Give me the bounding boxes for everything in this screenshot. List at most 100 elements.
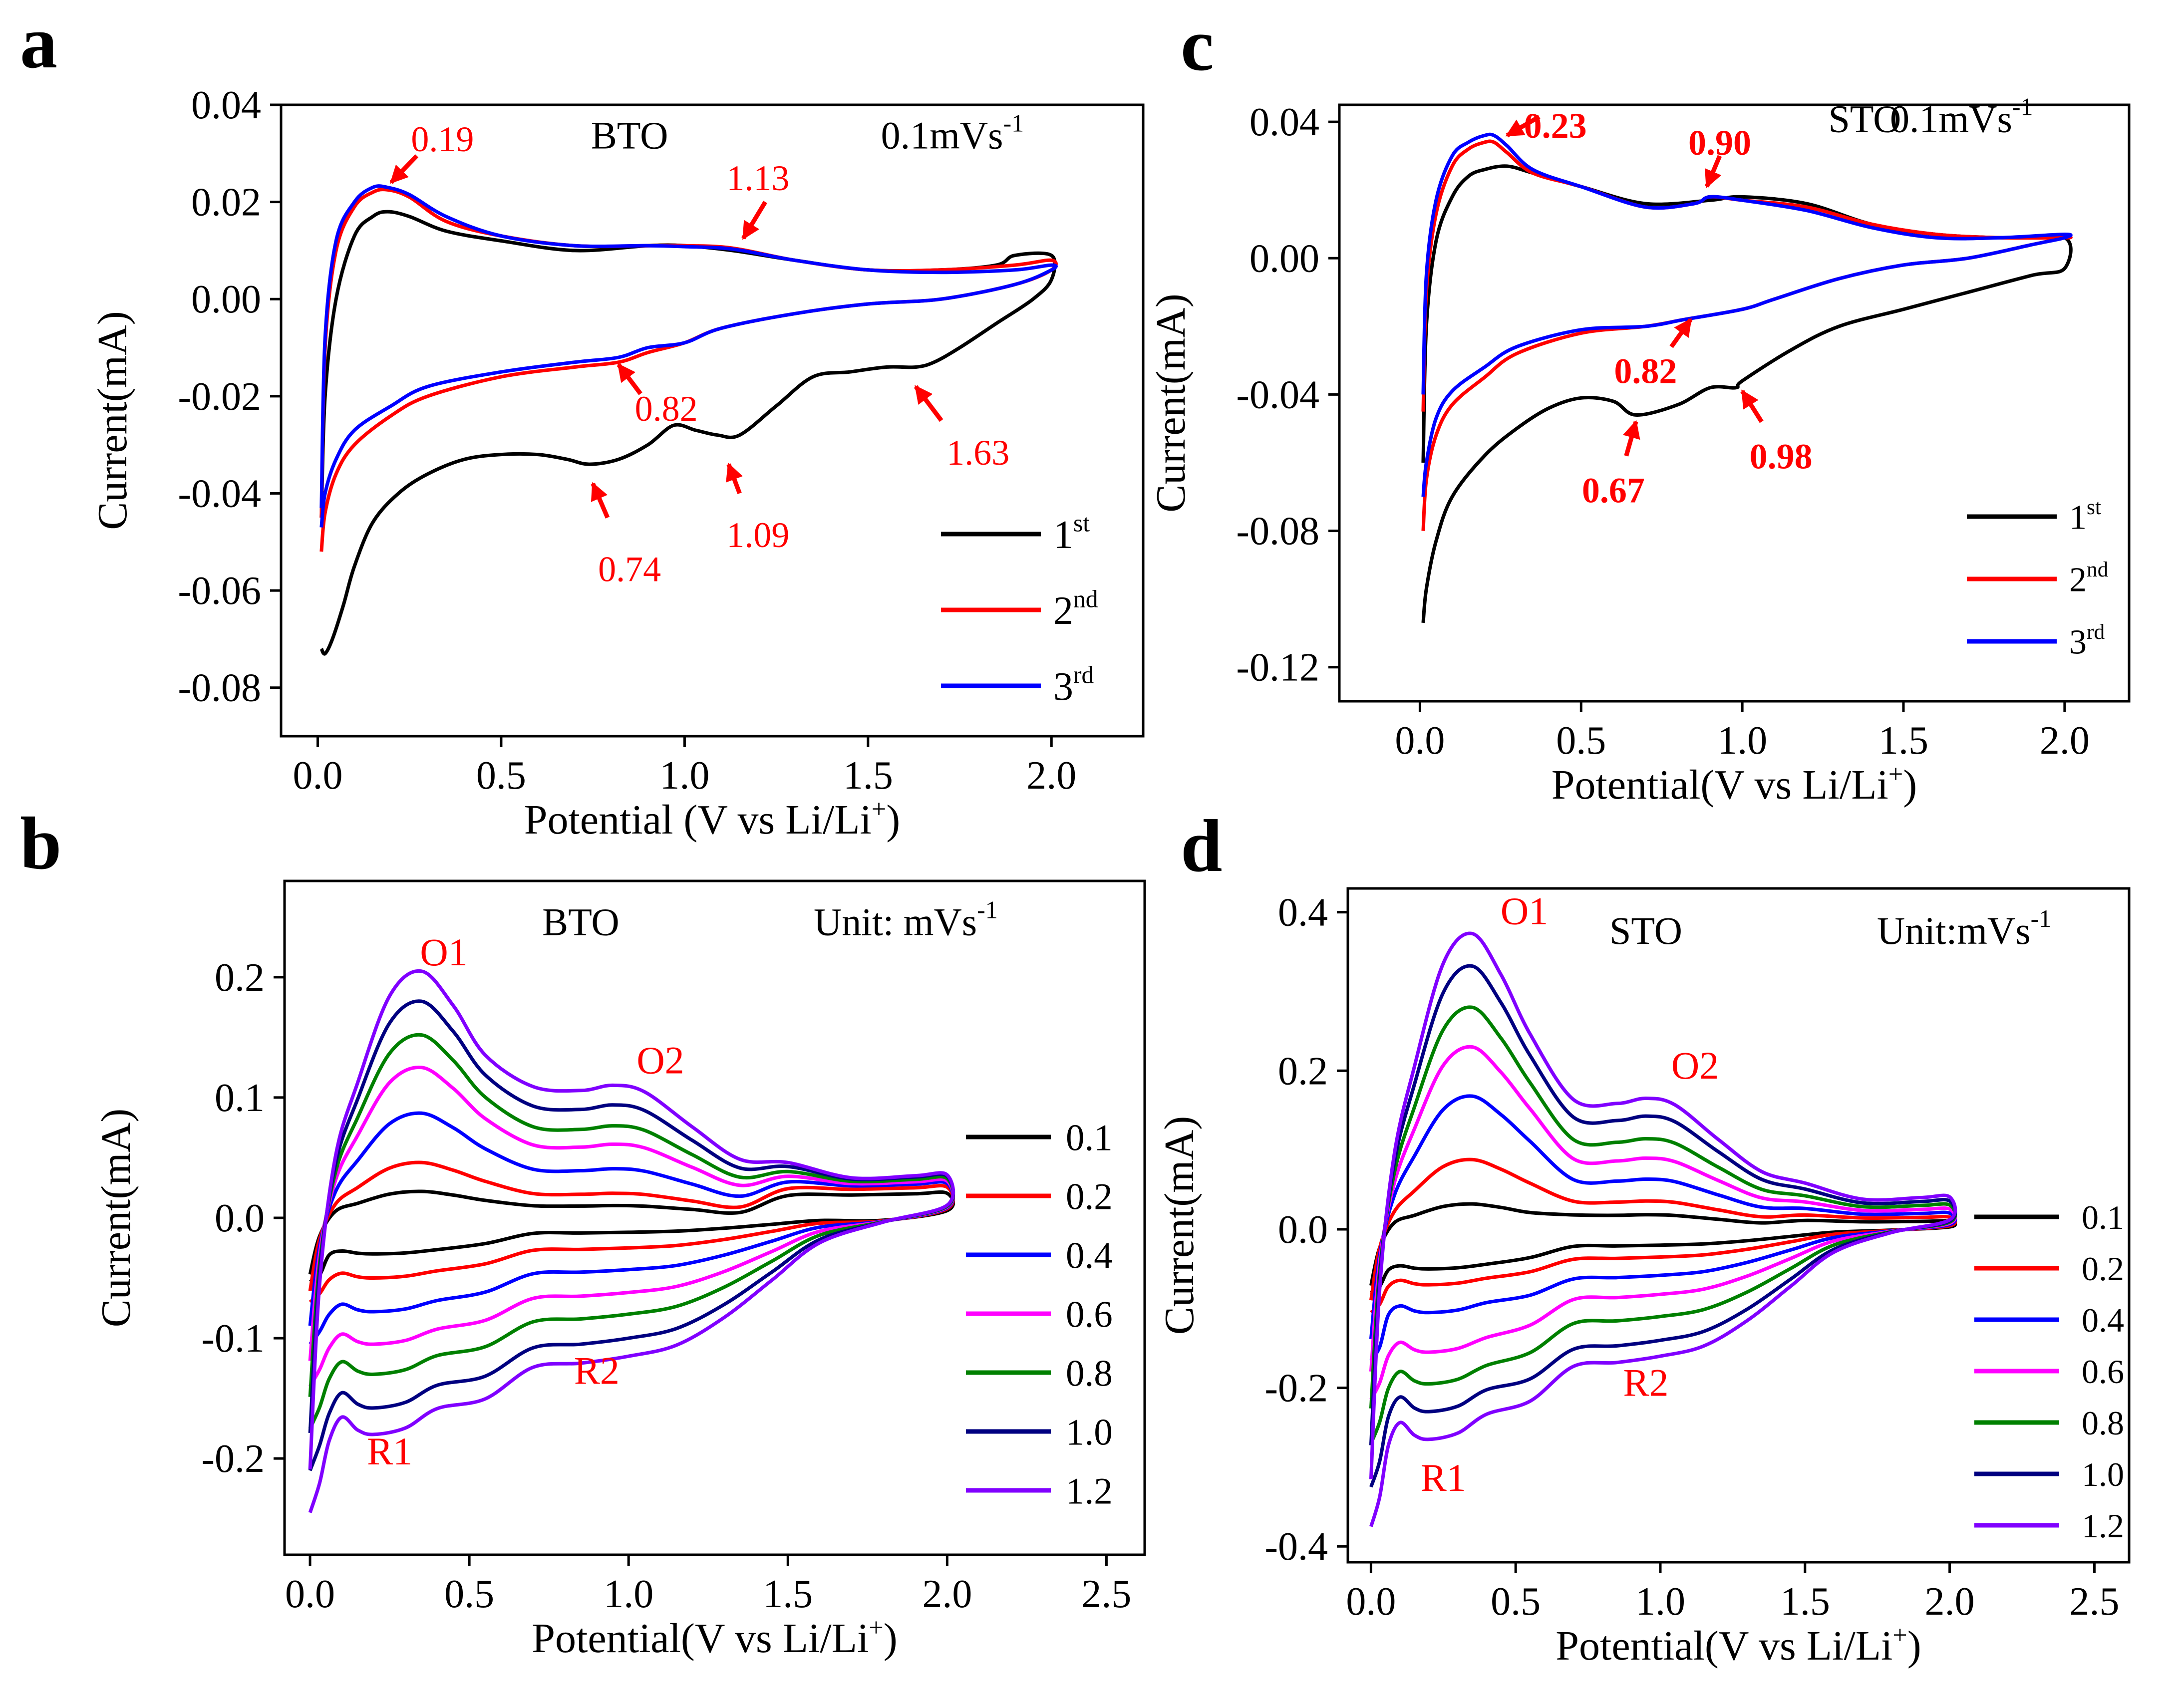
series-group [1421, 132, 2073, 623]
panel-letter: a [20, 1, 57, 84]
x-tick-label: 1.0 [1635, 1580, 1685, 1624]
x-tick-label: 0.0 [293, 754, 342, 798]
annotation-arrow [1505, 115, 1541, 138]
series-line-0.8 [308, 1033, 955, 1429]
panel-c-cv-sto-first-cycles: c 0.0 0.5 1.0 1.5 2.0 0.04 0.00 -0.04 -0.08 -0.12 P… [1148, 3, 2131, 808]
x-tick-label: 2.0 [2040, 719, 2090, 763]
chart-text-label: O2 [1671, 1044, 1719, 1087]
x-tick-label: 1.0 [1717, 719, 1767, 763]
legend-label: 0.4 [2082, 1301, 2124, 1339]
series-line-1.2 [308, 969, 955, 1513]
y-tick-label: 0.0 [1278, 1208, 1328, 1252]
y-tick-label: -0.1 [201, 1317, 265, 1361]
y-tick-label: 0.04 [1249, 100, 1319, 144]
x-tick-label: 2.0 [922, 1572, 972, 1616]
annotation-arrow [591, 482, 610, 519]
legend: 0.1 0.2 0.4 0.6 0.8 1.0 1.2 [966, 1117, 1113, 1512]
chart-text-label: R1 [1421, 1456, 1466, 1499]
series-line-1st [319, 210, 1057, 656]
y-tick-label: -0.04 [1236, 373, 1319, 417]
y-tick-label: -0.12 [1236, 646, 1319, 690]
series-line-0.8 [1369, 1005, 1957, 1444]
legend-label: 0.8 [1066, 1353, 1113, 1394]
chart-text-label: 0.1mVs-1 [881, 109, 1024, 157]
annotation-arrow [741, 201, 767, 240]
plot-frame [283, 879, 1146, 1556]
annotation-arrow [1704, 155, 1722, 189]
series-group [308, 969, 955, 1513]
annotation-label: 1.09 [726, 515, 789, 555]
x-tick-label: 1.5 [843, 754, 893, 798]
annotation-label: 0.82 [635, 389, 698, 429]
y-tick-label: -0.2 [201, 1437, 265, 1481]
series-line-0.6 [1369, 1045, 1957, 1401]
y-tick-label: -0.06 [178, 569, 261, 613]
annotation-arrow [726, 462, 743, 495]
chart-text-label: O1 [1501, 889, 1548, 932]
series-line-3rd [1421, 132, 2073, 497]
chart-text-label: Unit:mVs-1 [1877, 904, 2051, 952]
y-tick-label: 0.4 [1278, 891, 1328, 935]
legend-label: 0.1 [1066, 1117, 1113, 1158]
annotation-arrow [1622, 420, 1640, 457]
x-tick-label: 2.5 [1081, 1572, 1131, 1616]
x-tick-label: 1.5 [1780, 1580, 1830, 1624]
plot-frame [280, 103, 1145, 738]
annotation-label: 0.67 [1582, 471, 1645, 511]
plot-frame [1346, 887, 2131, 1564]
annotation-arrow [1669, 318, 1693, 348]
legend: 0.1 0.2 0.4 0.6 0.8 1.0 1.2 [1974, 1198, 2124, 1545]
annotation-arrow [914, 385, 943, 422]
annotation-label: 0.74 [598, 549, 661, 589]
y-tick-label: 0.04 [191, 83, 261, 127]
legend-label: 2nd [2069, 558, 2109, 599]
y-tick-label: -0.04 [178, 472, 261, 516]
series-line-0.4 [1369, 1094, 1957, 1362]
legend-label: 1.0 [1066, 1412, 1113, 1453]
annotation-label: 0.23 [1524, 106, 1587, 146]
series-line-1.2 [1369, 931, 1957, 1527]
x-tick-label: 0.0 [1395, 719, 1445, 763]
legend-label: 0.6 [1066, 1294, 1113, 1335]
y-tick-label: 0.1 [215, 1076, 265, 1120]
series-group [1369, 931, 1957, 1527]
legend-label: 1st [1053, 509, 1090, 557]
series-line-1st [1421, 164, 2073, 623]
y-tick-label: 0.02 [191, 181, 261, 225]
y-axis-label: Current(mA) [1148, 293, 1194, 513]
annotation-label: 1.63 [946, 433, 1009, 473]
annotation-label: 0.98 [1750, 436, 1813, 476]
y-tick-label: 0.00 [191, 278, 261, 321]
legend-label: 0.2 [2082, 1250, 2124, 1288]
x-tick-label: 2.5 [2069, 1580, 2119, 1624]
x-axis-label: Potential (V vs Li/Li+) [524, 795, 900, 843]
panel-b-cv-bto-scan-rates: b 0.0 0.5 1.0 1.5 2.0 2.5 0.2 0.1 0.0 -0.1 -0.2 Pote… [20, 802, 1146, 1662]
y-tick-label: -0.4 [1264, 1525, 1328, 1569]
legend-label: 1.2 [1066, 1470, 1113, 1512]
panel-letter: c [1181, 3, 1214, 86]
chart-text-label: STO [1609, 909, 1682, 952]
y-axis-label: Current(mA) [1156, 1116, 1203, 1335]
x-tick-label: 0.0 [1346, 1580, 1396, 1624]
annotation-label: 0.82 [1614, 351, 1677, 391]
legend-label: 0.2 [1066, 1176, 1113, 1217]
y-tick-label: 0.00 [1249, 237, 1319, 281]
chart-text-label: Unit: mVs-1 [814, 895, 998, 943]
x-tick-label: 2.0 [1026, 754, 1076, 798]
chart-text-label: BTO [591, 114, 668, 157]
annotation-label: 0.90 [1688, 123, 1751, 163]
x-tick-label: 0.0 [285, 1572, 335, 1616]
y-tick-label: 0.2 [215, 956, 265, 1000]
chart-text-label: O1 [420, 930, 467, 974]
series-line-0.4 [308, 1111, 955, 1346]
legend-label: 1st [2069, 495, 2101, 537]
x-tick-label: 0.5 [1491, 1580, 1541, 1624]
annotation-arrow [617, 363, 642, 395]
legend-label: 2nd [1053, 585, 1098, 633]
legend-label: 0.6 [2082, 1353, 2124, 1391]
series-line-3rd [319, 184, 1058, 528]
chart-text-label: 0.1mVs-1 [1890, 93, 2033, 141]
legend-label: 0.4 [1066, 1235, 1113, 1276]
annotation-label: 1.13 [726, 158, 789, 198]
x-axis-label: Potential(V vs Li/Li+) [1556, 1621, 1921, 1669]
